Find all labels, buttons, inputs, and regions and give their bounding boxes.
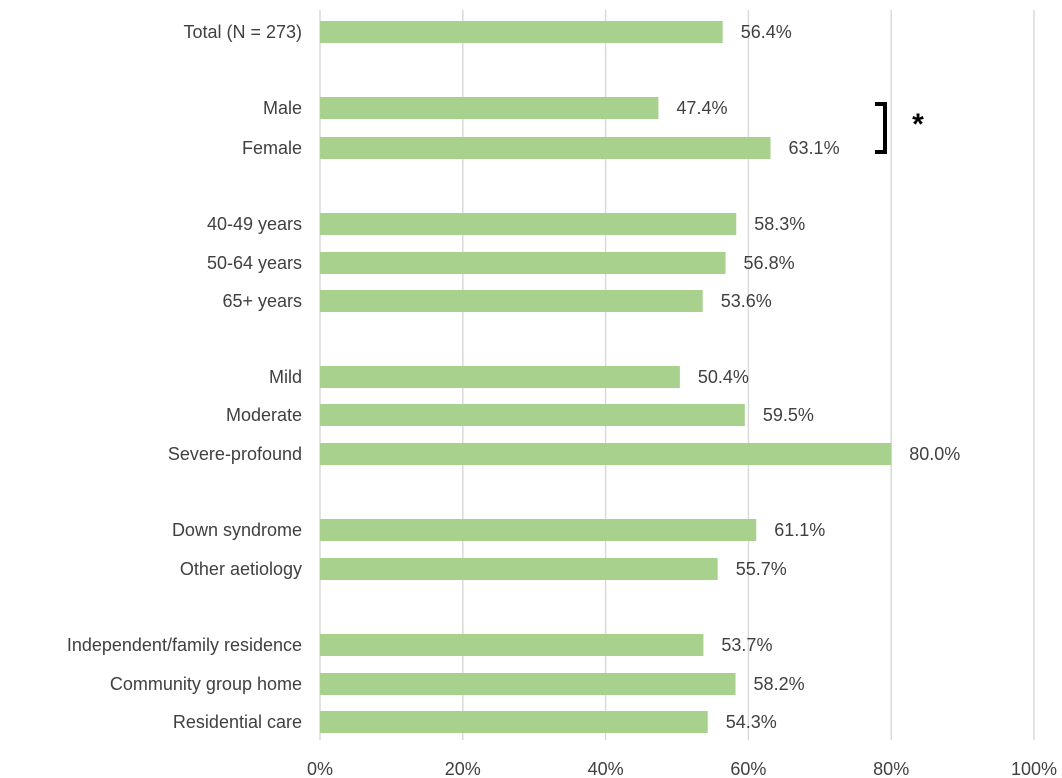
value-label: 58.2% [754,674,805,694]
value-label: 53.6% [721,291,772,311]
value-label: 61.1% [774,520,825,540]
bar [320,519,757,541]
category-label: 40-49 years [207,214,302,234]
bar [320,252,726,274]
value-label: 58.3% [754,214,805,234]
value-label: 63.1% [789,138,840,158]
category-label: 65+ years [222,291,302,311]
bar [320,634,704,656]
annotations: * [875,102,924,154]
category-label: Mild [269,367,302,387]
value-label: 55.7% [736,559,787,579]
bar [320,673,736,695]
value-label: 59.5% [763,405,814,425]
bar [320,213,737,235]
value-label: 80.0% [909,444,960,464]
bar [320,558,718,580]
category-label: Male [263,98,302,118]
x-tick-label: 60% [730,759,766,778]
value-label: 53.7% [721,635,772,655]
significance-bracket [875,102,887,154]
labels: Total (N = 273) 56.4% Male 47.4% Female 63.1%… [67,22,960,732]
bar [320,97,659,119]
bars [320,21,892,733]
x-axis: 0% 20% 40% 60% 80% 100% [307,759,1057,778]
value-label: 54.3% [726,712,777,732]
bar [320,404,745,426]
category-label: Other aetiology [180,559,302,579]
bar [320,711,708,733]
category-label: Female [242,138,302,158]
value-label: 56.4% [741,22,792,42]
x-tick-label: 20% [445,759,481,778]
category-label: Residential care [173,712,302,732]
significance-star: * [912,108,924,141]
category-label: Moderate [226,405,302,425]
value-label: 47.4% [676,98,727,118]
x-tick-label: 100% [1011,759,1057,778]
bar [320,290,703,312]
x-tick-label: 80% [873,759,909,778]
bar [320,366,680,388]
value-label: 50.4% [698,367,749,387]
category-label: Total (N = 273) [183,22,302,42]
bar [320,443,892,465]
category-label: Down syndrome [172,520,302,540]
category-label: Independent/family residence [67,635,302,655]
category-label: Community group home [110,674,302,694]
x-tick-label: 0% [307,759,333,778]
x-tick-label: 40% [588,759,624,778]
bar [320,137,771,159]
category-label: Severe-profound [168,444,302,464]
category-label: 50-64 years [207,253,302,273]
value-label: 56.8% [744,253,795,273]
bar [320,21,723,43]
